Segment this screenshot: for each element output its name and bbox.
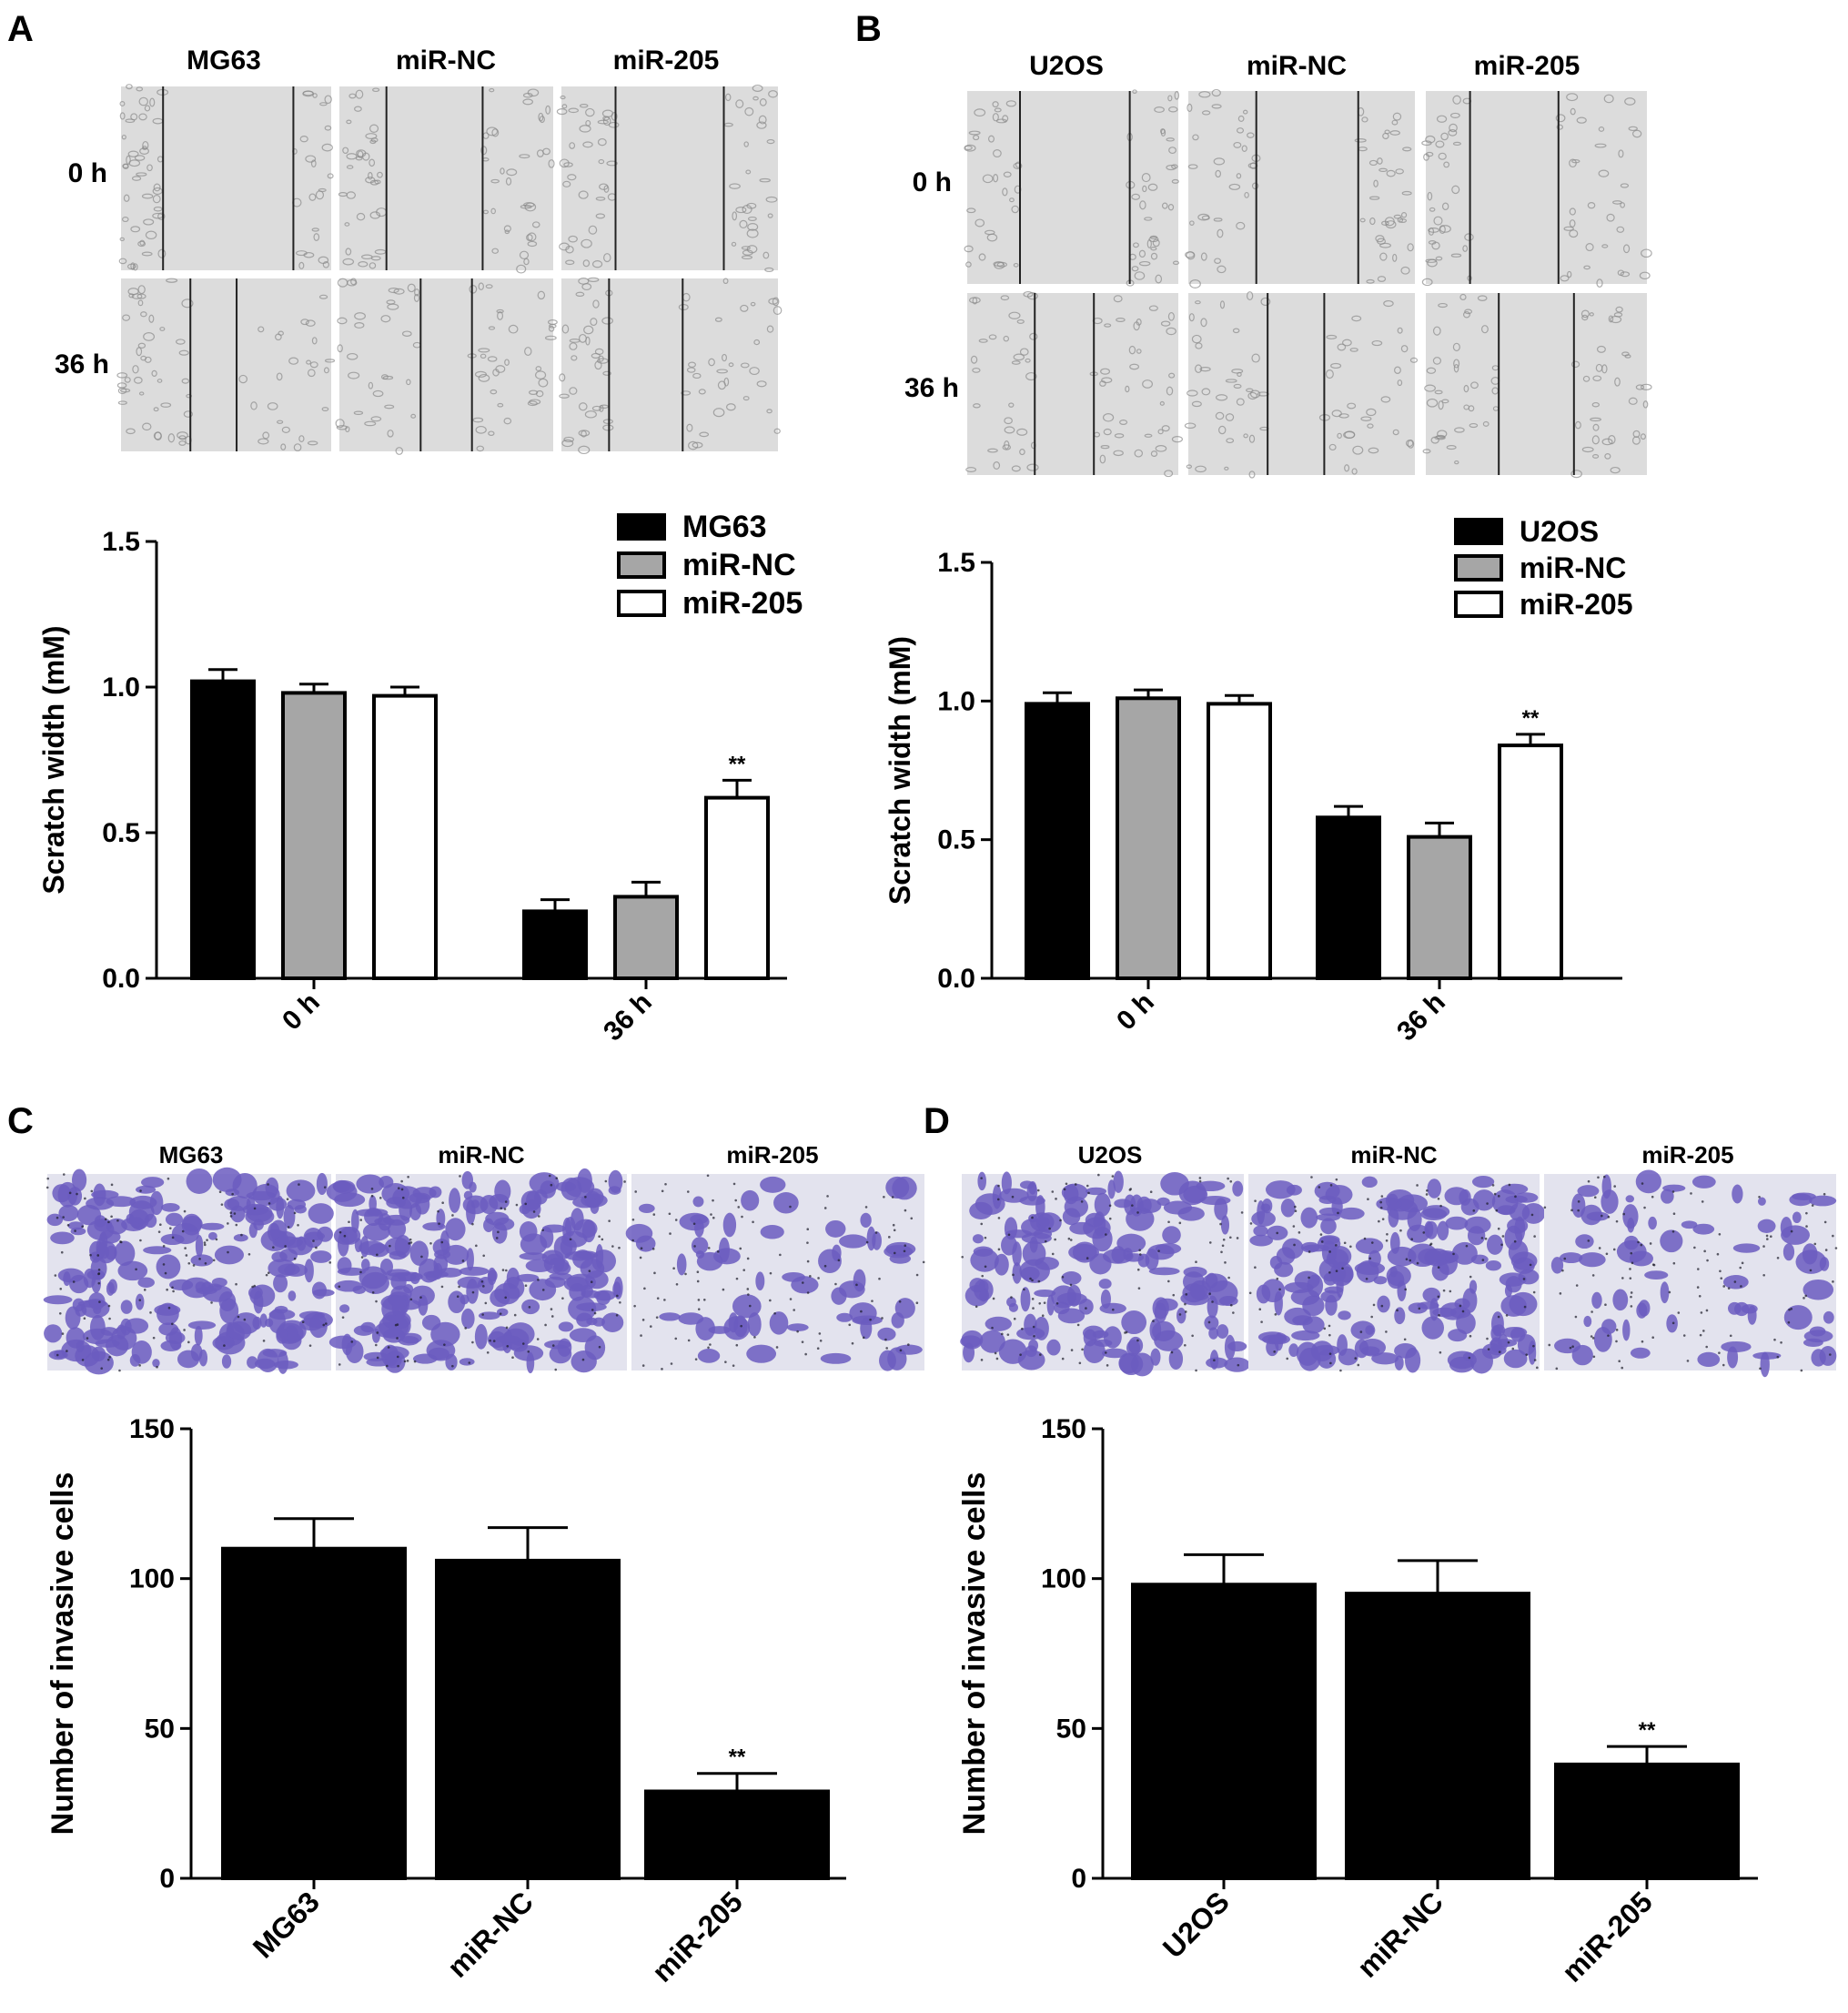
bar [1116, 696, 1181, 981]
stained-image-c-3 [625, 1174, 925, 1371]
micrograph-a-r2-c3 [559, 277, 783, 455]
significance-marker: ** [1639, 1718, 1656, 1743]
micrograph-b-r2-c2 [1184, 291, 1419, 479]
legend-label: miR-205 [1520, 588, 1633, 621]
bar [644, 1789, 830, 1880]
legend-label: miR-205 [682, 586, 803, 621]
panel-letter-a: A [7, 9, 34, 49]
stained-image-d-1 [960, 1170, 1250, 1377]
bar [613, 895, 679, 981]
bar [1407, 835, 1472, 980]
legend-swatch [1454, 518, 1503, 545]
bar [1554, 1762, 1740, 1881]
panel-d-col-label-1: U2OS [1078, 1141, 1143, 1168]
y-tick-label: 150 [1041, 1414, 1086, 1444]
panel-a-micrographs: MG63 miR-NC miR-205 0 h 36 h [55, 46, 783, 455]
y-tick-label: 1.5 [937, 548, 975, 578]
micrograph-a-r2-c1 [116, 278, 336, 451]
y-axis-label: Number of invasive cells [957, 1472, 992, 1836]
panel-b-row-label-0h: 0 h [913, 167, 952, 197]
micrograph-a-r1-c1 [118, 84, 334, 271]
y-tick-label: 0.0 [937, 964, 975, 994]
y-tick-label: 0 [159, 1864, 175, 1894]
bar [372, 693, 438, 980]
legend-label: miR-NC [682, 548, 796, 582]
panel-letter-d: D [924, 1101, 950, 1141]
legend-swatch [617, 551, 666, 579]
panel-a-col-label-1: MG63 [187, 46, 261, 76]
y-tick-label: 1.0 [102, 673, 140, 703]
micrograph-a-r1-c3 [556, 85, 778, 272]
micrograph-a-r2-c2 [335, 278, 558, 455]
bar [1207, 702, 1272, 980]
bar [1131, 1583, 1317, 1880]
panel-a-col-label-3: miR-205 [613, 46, 720, 76]
significance-marker: ** [729, 752, 746, 776]
y-tick-label: 0.0 [102, 964, 140, 994]
stained-image-c-1 [43, 1167, 335, 1375]
y-tick-label: 150 [129, 1414, 175, 1444]
panel-d-transwell-images: U2OS miR-NC miR-205 [960, 1141, 1838, 1378]
bar [190, 679, 256, 980]
panel-b-col-label-2: miR-NC [1247, 51, 1347, 81]
legend-label: miR-NC [1520, 551, 1626, 584]
micrograph-a-r1-c2 [338, 86, 555, 274]
bar [1498, 743, 1563, 981]
panel-b-micrographs: U2OS miR-NC miR-205 0 h 36 h [904, 51, 1652, 479]
stained-image-d-3 [1543, 1169, 1838, 1378]
panel-c-col-label-3: miR-205 [726, 1141, 818, 1168]
legend-swatch [1454, 591, 1503, 618]
y-tick-label: 1.0 [937, 686, 975, 716]
stained-image-d-2 [1248, 1174, 1546, 1374]
panel-d-col-label-3: miR-205 [1641, 1141, 1733, 1168]
y-tick-label: 100 [1041, 1564, 1086, 1594]
panel-letter-b: B [855, 9, 882, 49]
significance-marker: ** [1522, 706, 1540, 731]
panel-d-col-label-2: miR-NC [1350, 1141, 1438, 1168]
micrograph-b-r1-c2 [1185, 88, 1415, 288]
bar [1025, 702, 1090, 980]
micrograph-b-r2-c1 [965, 290, 1184, 478]
bar [221, 1546, 407, 1880]
legend-label: U2OS [1520, 515, 1599, 548]
panel-a-row-label-0h: 0 h [68, 158, 107, 188]
legend-swatch [617, 513, 666, 541]
micrograph-b-r1-c3 [1421, 91, 1652, 288]
panel-letter-c: C [7, 1101, 34, 1141]
y-tick-label: 0 [1071, 1864, 1086, 1894]
panel-c-col-label-1: MG63 [159, 1141, 224, 1168]
micrograph-b-r1-c1 [964, 89, 1180, 287]
panel-b-col-label-1: U2OS [1029, 51, 1104, 81]
bar [704, 795, 770, 980]
bar [281, 691, 347, 981]
micrograph-b-r2-c3 [1422, 293, 1652, 479]
legend-swatch [617, 590, 666, 617]
y-tick-label: 0.5 [937, 825, 975, 855]
y-axis-label: Scratch width (mM) [37, 625, 70, 894]
y-tick-label: 1.5 [102, 527, 140, 557]
panel-b-col-label-3: miR-205 [1474, 51, 1580, 81]
y-axis-label: Number of invasive cells [45, 1472, 80, 1836]
legend-label: MG63 [682, 510, 767, 544]
significance-marker: ** [729, 1745, 746, 1770]
stained-image-c-2 [326, 1168, 627, 1374]
bar [1316, 815, 1381, 980]
legend-swatch [1454, 554, 1503, 582]
panel-a-col-label-2: miR-NC [396, 46, 496, 76]
y-tick-label: 50 [1056, 1714, 1086, 1744]
panel-b-row-label-36h: 36 h [904, 373, 959, 403]
y-tick-label: 0.5 [102, 818, 140, 848]
bar [435, 1558, 621, 1880]
y-tick-label: 100 [129, 1564, 175, 1594]
bar [1345, 1592, 1530, 1880]
y-tick-label: 50 [145, 1714, 175, 1744]
panel-a-row-label-36h: 36 h [55, 349, 109, 379]
bar [522, 909, 588, 981]
panel-c-col-label-2: miR-NC [438, 1141, 525, 1168]
y-axis-label: Scratch width (mM) [884, 636, 916, 905]
panel-c-transwell-images: MG63 miR-NC miR-205 [43, 1141, 925, 1375]
